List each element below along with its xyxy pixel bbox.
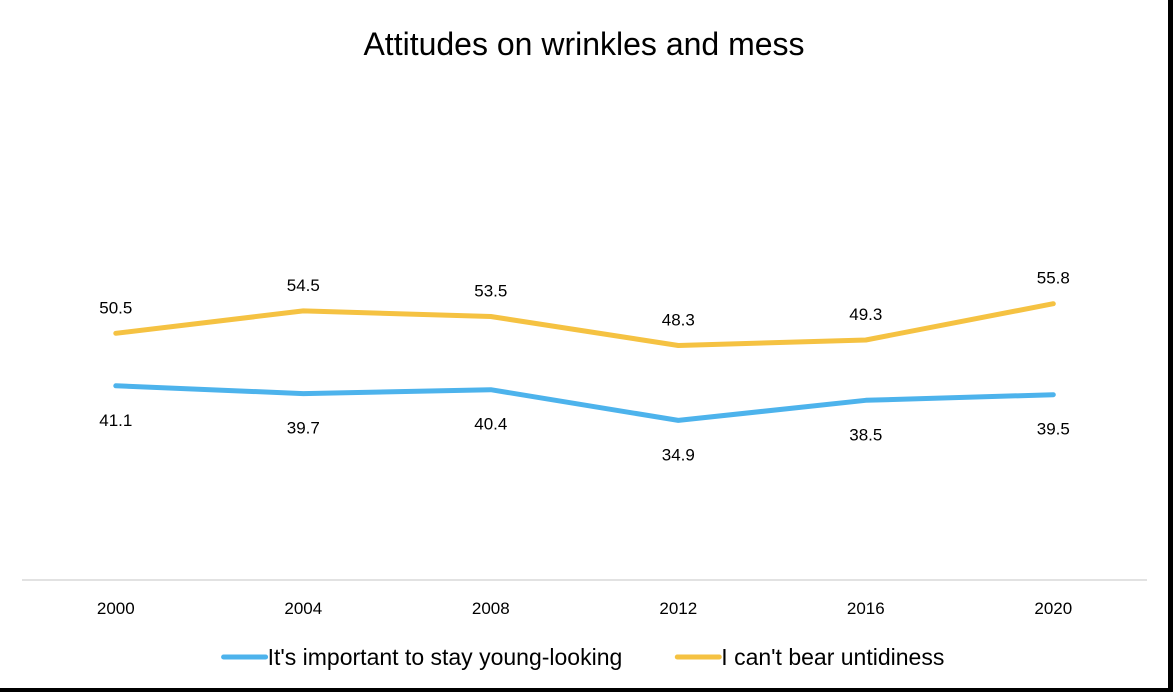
- data-label: 40.4: [474, 415, 507, 434]
- x-tick-label: 2008: [472, 599, 510, 618]
- x-tick-label: 2016: [847, 599, 885, 618]
- data-label: 39.5: [1037, 420, 1070, 439]
- data-label: 41.1: [99, 411, 132, 430]
- data-label: 48.3: [662, 311, 695, 330]
- data-label: 50.5: [99, 298, 132, 317]
- legend-label-1: It's important to stay young-looking: [268, 644, 623, 670]
- x-tick-label: 2004: [284, 599, 322, 618]
- data-label: 55.8: [1037, 269, 1070, 288]
- data-label: 49.3: [849, 305, 882, 324]
- legend-label-2: I can't bear untidiness: [721, 644, 944, 670]
- legend-item-1: It's important to stay young-looking: [221, 644, 623, 670]
- series-line-2: [113, 301, 1056, 348]
- x-tick-label: 2020: [1034, 599, 1072, 618]
- x-axis-ticks: 2000 2004 2008 2012 2016 2020: [97, 599, 1072, 618]
- data-label: 38.5: [849, 425, 882, 444]
- data-label: 54.5: [287, 276, 320, 295]
- legend: It's important to stay young-looking I ca…: [221, 644, 944, 670]
- data-label: 39.7: [287, 419, 320, 438]
- series-layer: 41.1 39.7 40.4 34.9 38.5 39.5 50.5 54.5 53.5 48.3…: [99, 269, 1070, 465]
- data-label: 34.9: [662, 445, 695, 464]
- x-tick-label: 2000: [97, 599, 135, 618]
- data-label: 53.5: [474, 282, 507, 301]
- x-tick-label: 2012: [659, 599, 697, 618]
- series-line-1: [113, 383, 1056, 423]
- chart-title: Attitudes on wrinkles and mess: [363, 26, 805, 62]
- legend-item-2: I can't bear untidiness: [674, 644, 944, 670]
